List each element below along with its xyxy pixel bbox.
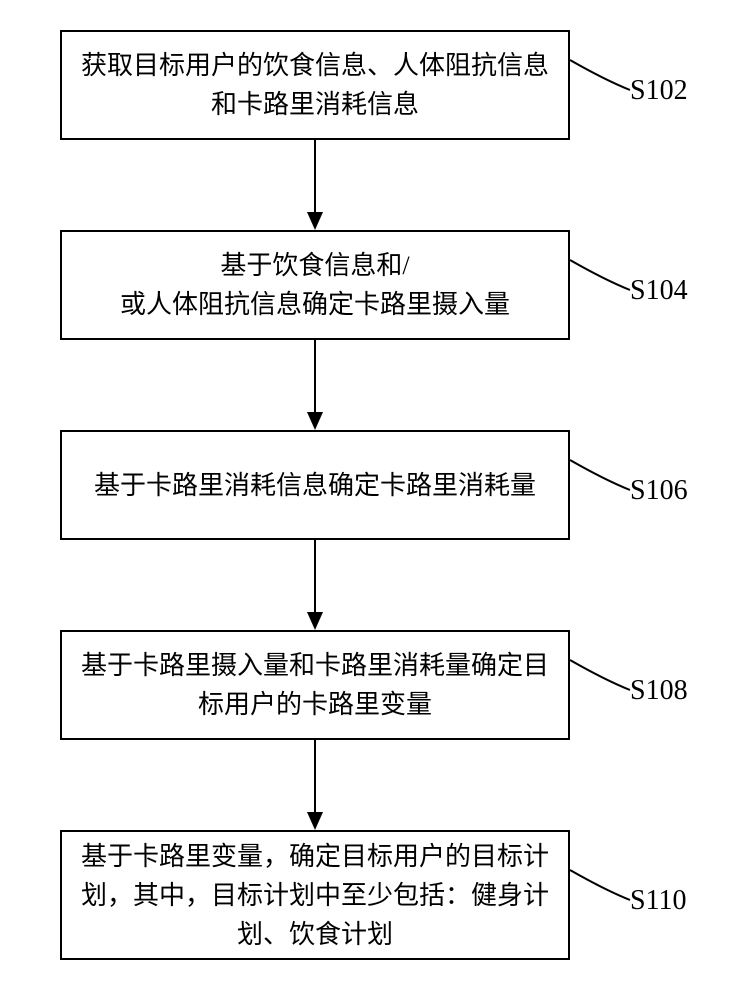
flow-node-text: 基于卡路里摄入量和卡路里消耗量确定目标用户的卡路里变量: [78, 646, 552, 724]
flow-node-text: 基于卡路里消耗信息确定卡路里消耗量: [78, 466, 552, 505]
leader-s102: [568, 58, 632, 92]
step-label-s106: S106: [630, 475, 688, 507]
leader-s104: [568, 258, 632, 292]
flow-node-text: 基于饮食信息和/或人体阻抗信息确定卡路里摄入量: [78, 246, 552, 324]
flow-node-n4: 基于卡路里摄入量和卡路里消耗量确定目标用户的卡路里变量: [60, 630, 570, 740]
edge-n1-n2: [295, 140, 335, 230]
edge-n4-n5: [295, 740, 335, 830]
step-label-s110: S110: [630, 885, 687, 917]
flow-node-text: 基于卡路里变量，确定目标用户的目标计划，其中，目标计划中至少包括：健身计划、饮食…: [78, 837, 552, 954]
leader-s110: [568, 868, 632, 902]
step-label-s108: S108: [630, 675, 688, 707]
flowchart-canvas: 获取目标用户的饮食信息、人体阻抗信息和卡路里消耗信息基于饮食信息和/或人体阻抗信…: [0, 0, 729, 1000]
leader-s106: [568, 458, 632, 492]
flow-node-n5: 基于卡路里变量，确定目标用户的目标计划，其中，目标计划中至少包括：健身计划、饮食…: [60, 830, 570, 960]
edge-n3-n4: [295, 540, 335, 630]
flow-node-n3: 基于卡路里消耗信息确定卡路里消耗量: [60, 430, 570, 540]
flow-node-n1: 获取目标用户的饮食信息、人体阻抗信息和卡路里消耗信息: [60, 30, 570, 140]
step-label-s102: S102: [630, 75, 688, 107]
flow-node-n2: 基于饮食信息和/或人体阻抗信息确定卡路里摄入量: [60, 230, 570, 340]
flow-node-text: 获取目标用户的饮食信息、人体阻抗信息和卡路里消耗信息: [78, 46, 552, 124]
leader-s108: [568, 658, 632, 692]
edge-n2-n3: [295, 340, 335, 430]
step-label-s104: S104: [630, 275, 688, 307]
